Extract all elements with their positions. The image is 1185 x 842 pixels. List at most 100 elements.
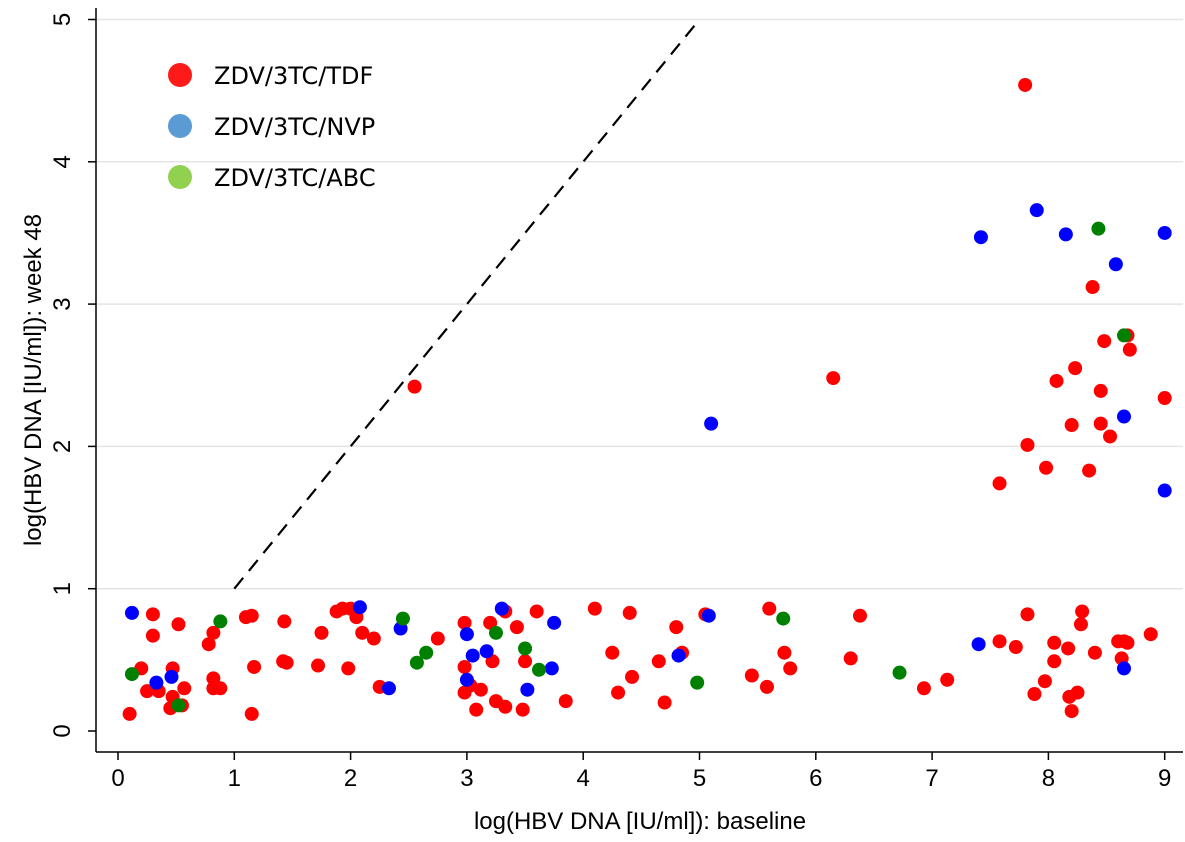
x-tick-label: 9 (1158, 765, 1171, 792)
point-zdv-3tc-nvp (971, 637, 986, 652)
legend-marker (168, 63, 192, 87)
legend-marker (168, 114, 192, 138)
axis-ticks: 0 1 2 3 4 5 0 1 2 3 4 5 6 7 8 9 (49, 13, 1171, 792)
point-zdv-3tc-tdf (1008, 640, 1023, 655)
point-zdv-3tc-nvp (465, 648, 480, 663)
point-zdv-3tc-nvp (381, 681, 396, 696)
gridlines (97, 18, 1183, 590)
point-zdv-3tc-tdf (206, 671, 221, 686)
legend-label: ZDV/3TC/TDF (214, 62, 373, 90)
point-zdv-3tc-abc (1091, 221, 1106, 236)
point-zdv-3tc-tdf (1068, 361, 1083, 376)
point-zdv-3tc-nvp (1157, 225, 1172, 240)
point-zdv-3tc-nvp (1116, 409, 1131, 424)
point-zdv-3tc-tdf (1018, 77, 1033, 92)
point-zdv-3tc-abc (395, 611, 410, 626)
point-zdv-3tc-tdf (1120, 635, 1135, 650)
point-zdv-3tc-nvp (973, 230, 988, 245)
point-zdv-3tc-tdf (244, 706, 259, 721)
point-zdv-3tc-tdf (1070, 685, 1085, 700)
x-tick-label: 2 (344, 765, 357, 792)
point-zdv-3tc-tdf (355, 625, 370, 640)
point-zdv-3tc-tdf (509, 620, 524, 635)
point-zdv-3tc-tdf (657, 695, 672, 710)
point-zdv-3tc-tdf (279, 655, 294, 670)
point-zdv-3tc-abc (488, 625, 503, 640)
point-zdv-3tc-nvp (1029, 203, 1044, 218)
point-zdv-3tc-nvp (544, 661, 559, 676)
point-zdv-3tc-tdf (759, 679, 774, 694)
point-zdv-3tc-tdf (1047, 654, 1062, 669)
point-zdv-3tc-tdf (140, 684, 155, 699)
x-tick-label: 6 (809, 765, 822, 792)
point-zdv-3tc-tdf (605, 645, 620, 660)
x-axis-title: log(HBV DNA [IU/ml]): baseline (474, 808, 806, 835)
point-zdv-3tc-nvp (459, 672, 474, 687)
point-zdv-3tc-tdf (744, 668, 759, 683)
y-tick-label: 0 (49, 724, 76, 737)
point-zdv-3tc-nvp (704, 416, 719, 431)
point-zdv-3tc-tdf (783, 661, 798, 676)
point-zdv-3tc-tdf (206, 625, 221, 640)
point-zdv-3tc-nvp (1058, 227, 1073, 242)
point-zdv-3tc-tdf (518, 654, 533, 669)
legend-marker (168, 165, 192, 189)
point-zdv-3tc-tdf (1037, 674, 1052, 689)
y-axis-title: log(HBV DNA [IU/ml]): week 48 (20, 214, 47, 546)
point-zdv-3tc-tdf (826, 371, 841, 386)
legend: ZDV/3TC/TDF ZDV/3TC/NVP ZDV/3TC/ABC (168, 62, 376, 192)
point-zdv-3tc-tdf (1061, 641, 1076, 656)
point-zdv-3tc-tdf (587, 601, 602, 616)
point-zdv-3tc-tdf (473, 682, 488, 697)
point-zdv-3tc-tdf (469, 702, 484, 717)
point-zdv-3tc-tdf (669, 620, 684, 635)
point-zdv-3tc-tdf (558, 694, 573, 709)
point-zdv-3tc-tdf (1073, 617, 1088, 632)
point-zdv-3tc-tdf (611, 685, 626, 700)
point-zdv-3tc-tdf (622, 605, 637, 620)
point-zdv-3tc-abc (124, 667, 139, 682)
point-zdv-3tc-tdf (171, 617, 186, 632)
point-zdv-3tc-tdf (430, 631, 445, 646)
point-zdv-3tc-tdf (777, 645, 792, 660)
point-zdv-3tc-tdf (177, 681, 192, 696)
point-zdv-3tc-nvp (479, 644, 494, 659)
point-zdv-3tc-tdf (1085, 280, 1100, 295)
point-zdv-3tc-tdf (122, 706, 137, 721)
point-zdv-3tc-tdf (341, 661, 356, 676)
point-zdv-3tc-nvp (547, 615, 562, 630)
point-zdv-3tc-nvp (124, 605, 139, 620)
point-zdv-3tc-tdf (992, 634, 1007, 649)
point-zdv-3tc-nvp (1116, 661, 1131, 676)
point-zdv-3tc-tdf (625, 669, 640, 684)
legend-label: ZDV/3TC/ABC (214, 164, 376, 192)
point-zdv-3tc-tdf (529, 604, 544, 619)
point-zdv-3tc-tdf (515, 702, 530, 717)
legend-label: ZDV/3TC/NVP (214, 113, 375, 141)
point-zdv-3tc-nvp (352, 600, 367, 615)
point-zdv-3tc-tdf (762, 601, 777, 616)
point-zdv-3tc-tdf (843, 651, 858, 666)
point-zdv-3tc-abc (1116, 328, 1131, 343)
point-zdv-3tc-tdf (314, 625, 329, 640)
point-zdv-3tc-tdf (651, 654, 666, 669)
point-zdv-3tc-abc (518, 641, 533, 656)
point-zdv-3tc-tdf (852, 608, 867, 623)
point-zdv-3tc-abc (532, 662, 547, 677)
point-zdv-3tc-tdf (992, 476, 1007, 491)
point-zdv-3tc-tdf (457, 615, 472, 630)
reference-dashed-line (233, 18, 701, 590)
point-zdv-3tc-tdf (145, 607, 160, 622)
point-zdv-3tc-tdf (1020, 607, 1035, 622)
point-zdv-3tc-tdf (1020, 437, 1035, 452)
x-tick-label: 4 (577, 765, 590, 792)
point-zdv-3tc-nvp (671, 648, 686, 663)
point-zdv-3tc-abc (171, 698, 186, 713)
point-zdv-3tc-tdf (1143, 627, 1158, 642)
x-tick-label: 5 (693, 765, 706, 792)
y-tick-label: 4 (49, 155, 76, 168)
point-zdv-3tc-tdf (1027, 687, 1042, 702)
point-zdv-3tc-nvp (164, 669, 179, 684)
point-zdv-3tc-abc (776, 611, 791, 626)
point-zdv-3tc-tdf (145, 628, 160, 643)
